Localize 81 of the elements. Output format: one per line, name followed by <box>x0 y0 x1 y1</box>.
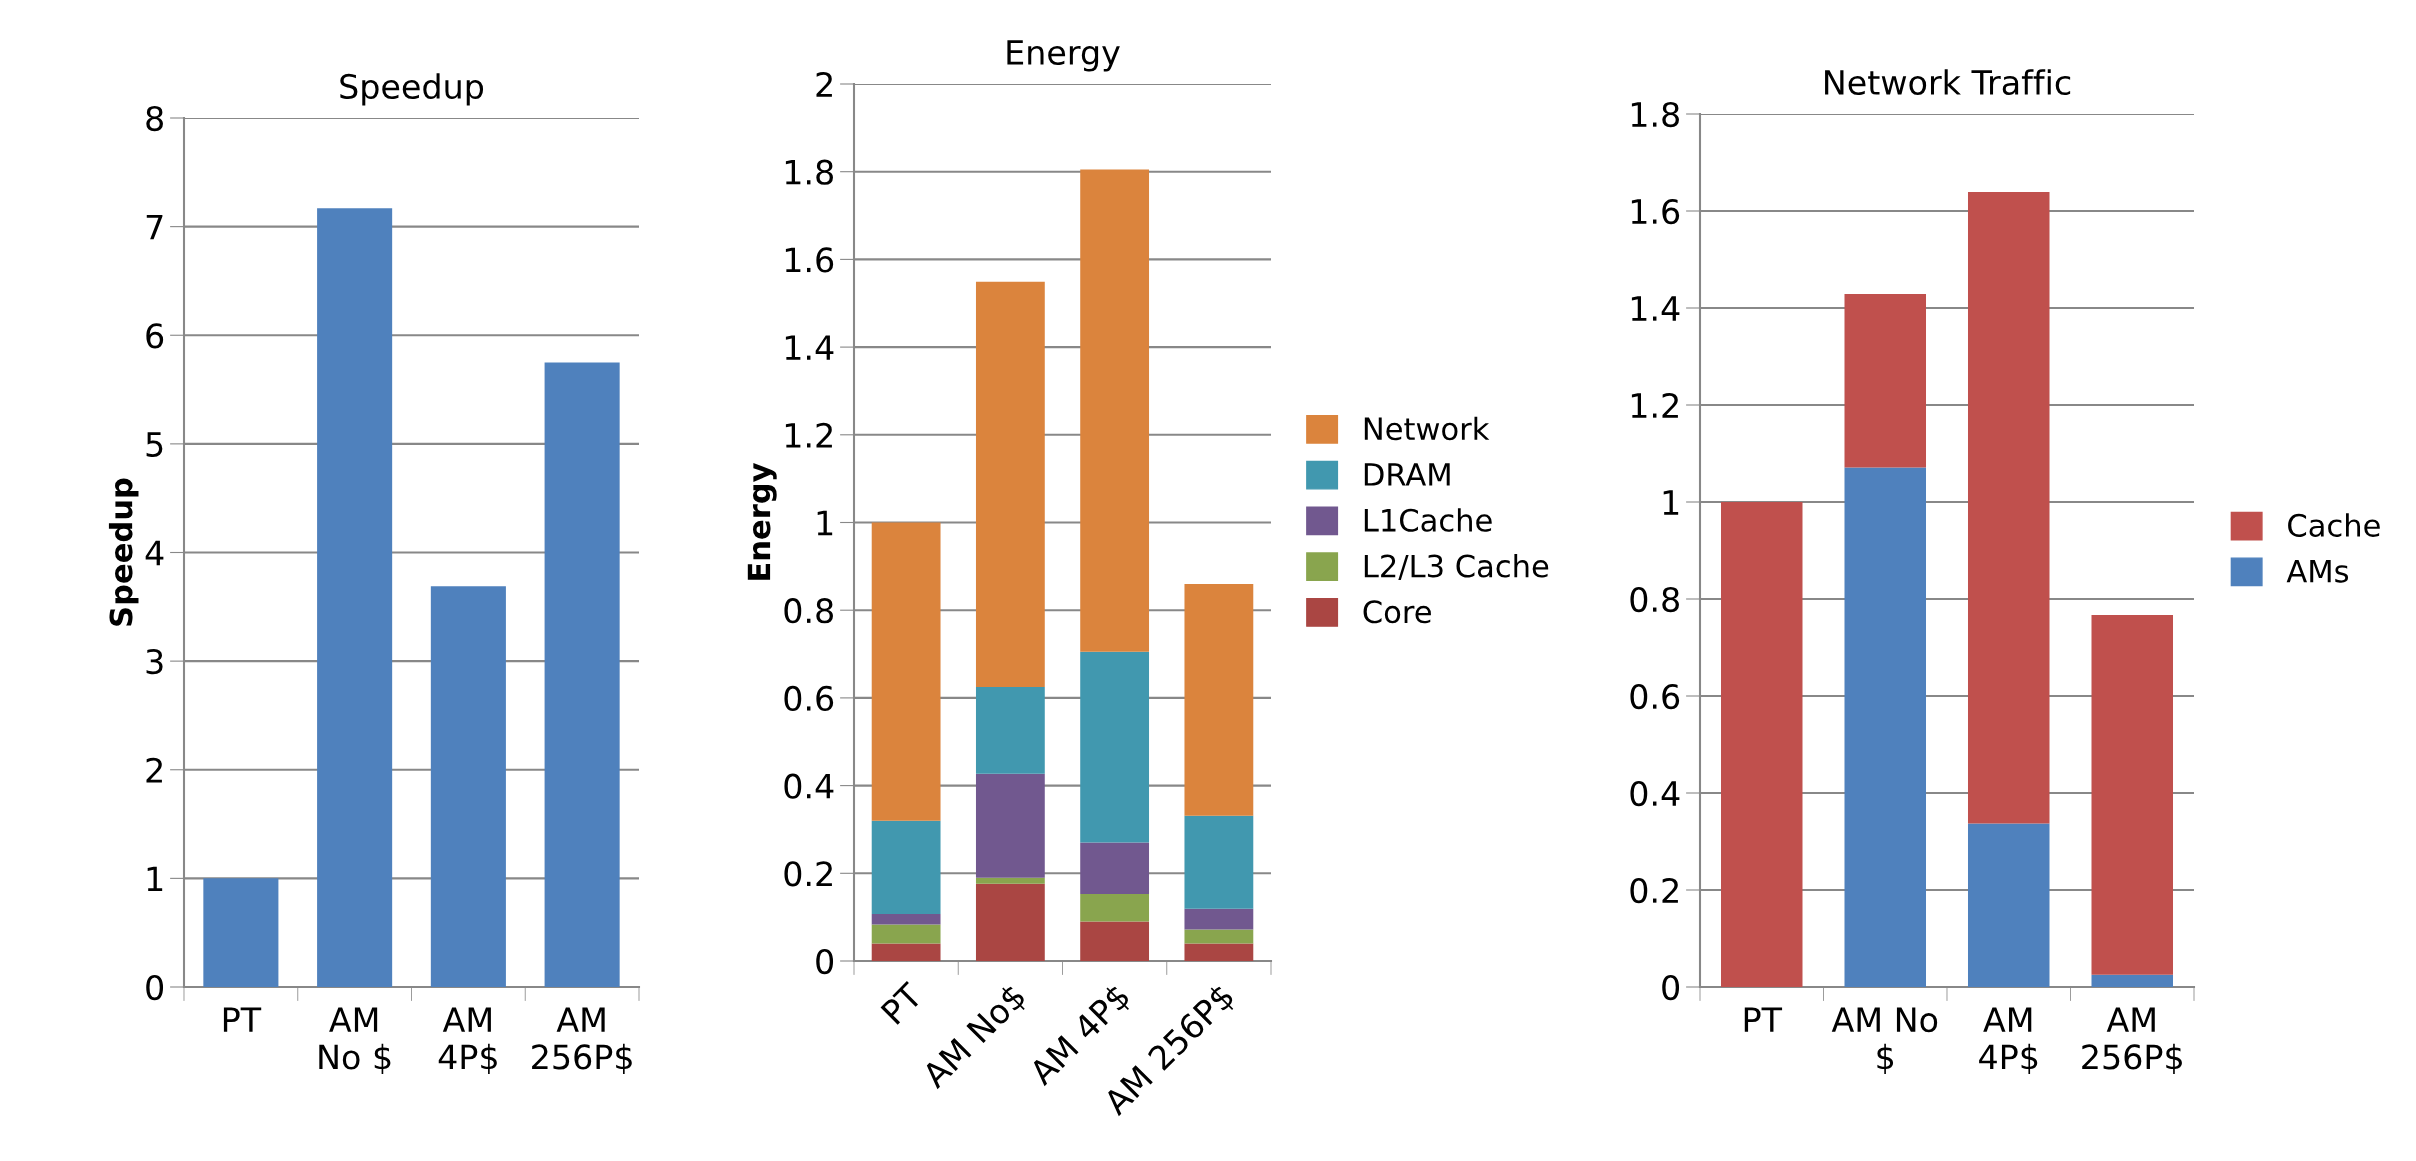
bar <box>1080 651 1150 843</box>
bar <box>430 586 506 987</box>
y-tick-label: 1 <box>817 510 833 536</box>
x-tick-label: AM 4P$ <box>1979 1007 2038 1074</box>
y-tick-label: 0 <box>1662 974 1680 1001</box>
y-tick-label: 1 <box>1663 490 1679 515</box>
legend-label: L2/L3 Cache <box>1364 553 1549 580</box>
y-tick-label: 6 <box>146 323 164 349</box>
chart-title: Network Traffic <box>1825 69 2071 96</box>
x-tick-label: AM 256P$ <box>532 1007 632 1074</box>
bar <box>975 281 1045 687</box>
y-tick-label: 0.4 <box>1630 780 1680 807</box>
bar <box>1184 943 1254 961</box>
y-tick-label: 2 <box>146 757 162 783</box>
y-tick-label: 3 <box>146 649 163 675</box>
bar <box>975 773 1045 878</box>
y-tick-label: 5 <box>146 432 163 458</box>
bar <box>1967 823 2050 987</box>
y-tick-label: 1.8 <box>1631 101 1679 128</box>
y-axis-title: Energy <box>747 462 777 580</box>
y-tick-label: 1.8 <box>785 159 833 185</box>
bar <box>1184 815 1254 909</box>
x-tick-label: PT <box>223 1007 262 1032</box>
legend-label: L1Cache <box>1364 508 1492 532</box>
bar <box>871 522 941 821</box>
x-tick-label: AM 256P$ <box>2082 1007 2182 1074</box>
legend-label: Cache <box>2288 513 2380 537</box>
legend-label: Network <box>1364 416 1490 441</box>
y-axis-title: Speedup <box>108 478 139 626</box>
y-tick-label: 0.2 <box>784 861 832 887</box>
x-tick-label: PT <box>1744 1007 1783 1032</box>
bar <box>1080 921 1150 961</box>
y-tick-label: 1.6 <box>785 247 834 273</box>
y-tick-label: 4 <box>145 540 164 566</box>
bar <box>544 362 620 987</box>
y-tick-label: 0.8 <box>1630 586 1679 613</box>
y-tick-label: 1.4 <box>1631 296 1680 321</box>
y-tick-label: 2 <box>816 71 832 97</box>
x-tick-label: AM 4P$ <box>438 1007 497 1074</box>
y-tick-label: 0 <box>816 948 834 975</box>
legend-label: Core <box>1363 600 1431 624</box>
y-tick-label: 0.8 <box>784 598 833 624</box>
y-tick-label: 1 <box>147 866 163 892</box>
y-tick-label: 1.2 <box>1631 392 1678 418</box>
bar <box>1184 908 1254 930</box>
y-tick-label: 1.6 <box>1631 198 1680 225</box>
y-tick-label: 1.4 <box>785 335 834 360</box>
y-tick-label: 0 <box>146 974 164 1001</box>
bar <box>975 877 1045 884</box>
bar <box>1844 293 1926 468</box>
y-tick-label: 0.6 <box>784 685 834 712</box>
bar <box>1844 467 1926 987</box>
bar <box>1184 583 1254 816</box>
legend-label: AMs <box>2286 560 2349 583</box>
bar <box>975 686 1045 774</box>
x-tick-label: AM No $ <box>1831 1007 1938 1074</box>
y-tick-label: 0.6 <box>1630 683 1680 710</box>
bar <box>2091 615 2173 975</box>
y-tick-label: 0.2 <box>1630 877 1678 904</box>
bar <box>975 883 1045 961</box>
bar <box>317 208 393 987</box>
y-tick-label: 7 <box>146 214 163 240</box>
y-tick-label: 0.4 <box>784 773 834 799</box>
y-tick-label: 1.2 <box>785 422 832 448</box>
chart-title: Speedup <box>340 73 484 106</box>
chart-title: Energy <box>1007 40 1120 72</box>
bar <box>1080 842 1150 894</box>
bar <box>871 943 941 961</box>
bar <box>1184 929 1254 944</box>
bar <box>203 878 279 987</box>
bar <box>1080 893 1150 922</box>
bar <box>1720 502 1803 987</box>
x-tick-label: AM No $ <box>319 1007 391 1074</box>
bar <box>871 924 941 944</box>
bar <box>1967 192 2050 824</box>
bar <box>871 914 941 925</box>
legend-label: DRAM <box>1364 463 1450 486</box>
bar <box>871 820 941 915</box>
bar <box>2091 974 2173 987</box>
bar <box>1080 169 1150 652</box>
y-tick-label: 8 <box>146 105 163 132</box>
